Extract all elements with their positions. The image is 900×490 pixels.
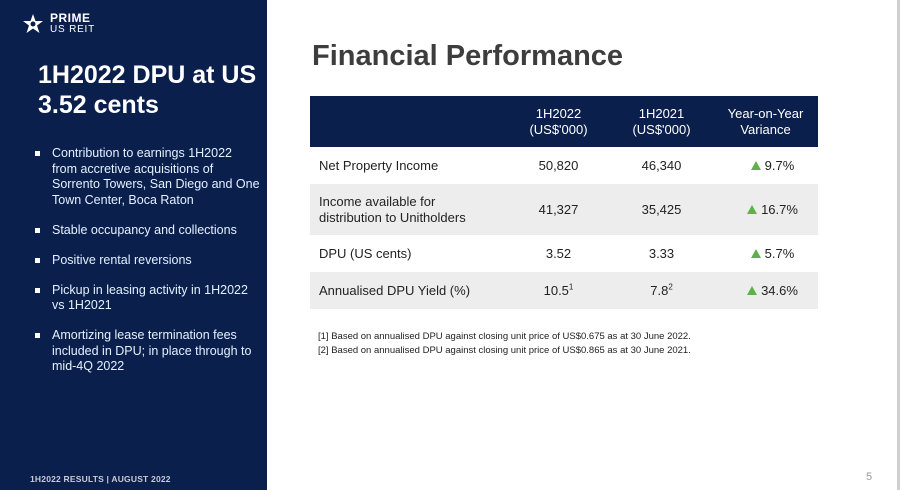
footnote-ref: 1 xyxy=(568,282,574,292)
bullet-item: Contribution to earnings 1H2022 from acc… xyxy=(35,146,260,208)
variance-value: 5.7% xyxy=(764,245,795,261)
footnotes: [1] Based on annualised DPU against clos… xyxy=(318,330,691,358)
row-label: Annualised DPU Yield (%) xyxy=(310,272,507,309)
value-1h2022: 50,820 xyxy=(538,157,579,173)
sidebar-panel: PRIME US REIT 1H2022 DPU at US 3.52 cent… xyxy=(0,0,267,490)
footer-text: 1H2022 RESULTS | AUGUST 2022 xyxy=(30,474,171,484)
financial-table: 1H2022 (US$'000) 1H2021 (US$'000) Year-o… xyxy=(310,96,818,309)
variance-value: 16.7% xyxy=(761,201,798,217)
header-text: (US$'000) xyxy=(632,121,691,137)
page-number: 5 xyxy=(866,471,873,483)
value-1h2022: 41,327 xyxy=(507,184,610,235)
star-logo-icon xyxy=(23,14,43,33)
table-row: Annualised DPU Yield (%) 10.51 7.82 34.6… xyxy=(310,272,818,309)
variance-value: 9.7% xyxy=(764,157,795,173)
header-1h2021: 1H2021 (US$'000) xyxy=(610,96,713,147)
header-empty-cell xyxy=(310,96,507,147)
row-label-line: Income available for xyxy=(319,193,436,209)
variance-cell: 34.6% xyxy=(713,272,818,309)
table-row: Net Property Income 50,820 46,340 9.7% xyxy=(310,147,818,184)
variance-cell: 16.7% xyxy=(713,184,818,235)
row-label: DPU (US cents) xyxy=(319,245,412,261)
header-text: 1H2022 xyxy=(535,105,582,121)
bullet-item: Stable occupancy and collections xyxy=(35,223,260,239)
variance-cell: 5.7% xyxy=(713,235,818,272)
header-text: 1H2021 xyxy=(638,105,685,121)
bullet-item: Amortizing lease termination fees includ… xyxy=(35,328,260,375)
value-text: 7.8 xyxy=(650,282,669,298)
value-1h2021: 3.33 xyxy=(648,245,675,261)
value-1h2022: 3.52 xyxy=(545,245,572,261)
sidebar-title: 1H2022 DPU at US 3.52 cents xyxy=(38,61,257,119)
row-label: Income available for distribution to Uni… xyxy=(310,184,507,235)
logo-text-usreit: US REIT xyxy=(50,24,96,35)
up-triangle-icon xyxy=(750,160,761,170)
up-triangle-icon xyxy=(750,248,761,258)
header-text: Variance xyxy=(740,121,791,137)
value-1h2021: 35,425 xyxy=(610,184,713,235)
variance-value: 34.6% xyxy=(761,282,798,298)
row-label-line: distribution to Unitholders xyxy=(319,209,466,225)
value-1h2022: 10.51 xyxy=(507,272,610,309)
bullet-item: Pickup in leasing activity in 1H2022 vs … xyxy=(35,283,260,314)
logo-text-prime: PRIME xyxy=(50,11,91,25)
prime-logo: PRIME US REIT xyxy=(22,11,96,35)
up-triangle-icon xyxy=(747,204,758,214)
row-label: Net Property Income xyxy=(319,157,439,173)
value-1h2021: 7.82 xyxy=(610,272,713,309)
header-variance: Year-on-Year Variance xyxy=(713,96,818,147)
footnote-ref: 2 xyxy=(668,282,673,292)
table-row: DPU (US cents) 3.52 3.33 5.7% xyxy=(310,235,818,272)
window-edge xyxy=(897,0,900,490)
variance-cell: 9.7% xyxy=(713,147,818,184)
value-text: 10.5 xyxy=(543,282,569,298)
up-triangle-icon xyxy=(747,285,758,295)
header-1h2022: 1H2022 (US$'000) xyxy=(507,96,610,147)
table-row: Income available for distribution to Uni… xyxy=(310,184,818,235)
bullet-list: Contribution to earnings 1H2022 from acc… xyxy=(35,146,260,389)
footnote: [1] Based on annualised DPU against clos… xyxy=(318,331,691,342)
header-text: (US$'000) xyxy=(529,121,588,137)
footnote: [2] Based on annualised DPU against clos… xyxy=(318,345,691,356)
value-1h2021: 46,340 xyxy=(641,157,682,173)
bullet-item: Positive rental reversions xyxy=(35,253,260,269)
page-title: Financial Performance xyxy=(312,40,624,72)
header-text: Year-on-Year xyxy=(727,105,804,121)
table-header-row: 1H2022 (US$'000) 1H2021 (US$'000) Year-o… xyxy=(310,96,818,147)
